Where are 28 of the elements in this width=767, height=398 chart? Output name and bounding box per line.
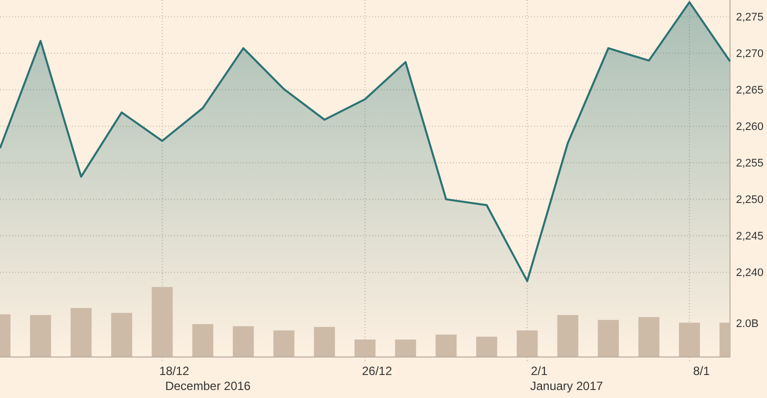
x-tick-label: 8/1 xyxy=(693,364,710,378)
bar xyxy=(314,326,335,357)
bar xyxy=(70,308,92,357)
y-tick-label: 2,275 xyxy=(736,12,764,24)
y-tick-label: 2,240 xyxy=(736,267,764,280)
bar xyxy=(192,324,214,357)
bar xyxy=(557,315,578,357)
bar xyxy=(598,320,619,357)
bar xyxy=(30,315,52,357)
y-tick-label: 2,270 xyxy=(736,48,764,60)
x-tick-label: 18/12 xyxy=(159,364,190,378)
y-tick-label: 2,245 xyxy=(736,230,764,243)
text: 2.0B xyxy=(736,318,759,330)
bar xyxy=(436,334,457,357)
bar xyxy=(638,317,660,357)
text: January 2017 xyxy=(530,379,604,393)
y-tick-label: 2,260 xyxy=(736,121,764,134)
bar xyxy=(395,340,416,357)
bar xyxy=(476,336,498,357)
y-tick-label: 2,250 xyxy=(736,194,764,206)
bar xyxy=(111,312,132,357)
bar xyxy=(232,326,254,357)
text: December 2016 xyxy=(165,379,251,393)
x-tick-label: 2/1 xyxy=(530,364,548,378)
y-tick-label: 2,255 xyxy=(736,158,764,170)
y-tick-label: 2,265 xyxy=(736,84,764,97)
x-tick-label: 26/12 xyxy=(362,364,392,378)
bar xyxy=(273,330,294,357)
